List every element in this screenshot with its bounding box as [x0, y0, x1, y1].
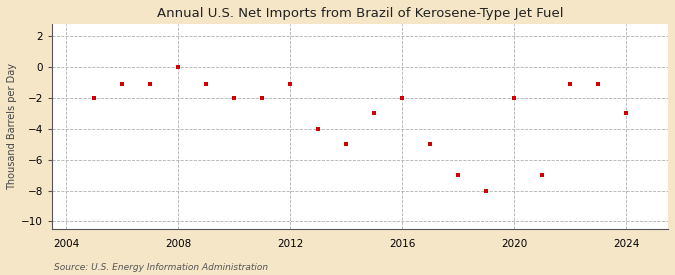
Title: Annual U.S. Net Imports from Brazil of Kerosene-Type Jet Fuel: Annual U.S. Net Imports from Brazil of K…	[157, 7, 563, 20]
Text: Source: U.S. Energy Information Administration: Source: U.S. Energy Information Administ…	[54, 263, 268, 272]
Y-axis label: Thousand Barrels per Day: Thousand Barrels per Day	[7, 63, 17, 190]
